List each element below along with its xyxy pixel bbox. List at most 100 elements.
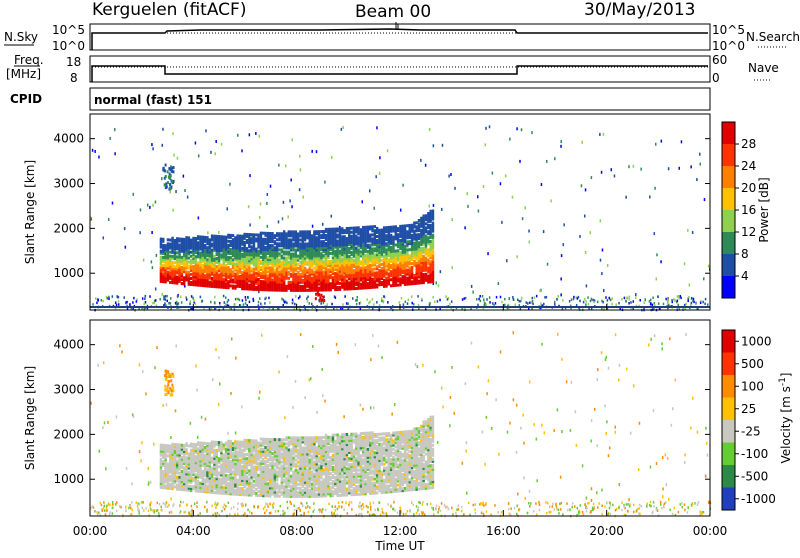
echo-point [464, 226, 466, 229]
echo-point [175, 190, 177, 193]
echo-cell [178, 443, 180, 446]
echo-cell [162, 444, 164, 447]
echo-point [299, 155, 301, 158]
echo-point [461, 506, 463, 509]
echo-cell [429, 260, 431, 263]
echo-point [287, 507, 289, 510]
echo-cell [418, 223, 420, 226]
noise-right-tick-bottom: 10^0 [712, 39, 745, 53]
echo-point [656, 253, 658, 256]
echo-cell [181, 470, 183, 473]
echo-cell [323, 240, 325, 243]
echo-point [606, 420, 608, 423]
echo-point [483, 185, 485, 188]
echo-point [119, 344, 121, 347]
echo-cell [399, 277, 401, 280]
echo-point [308, 511, 310, 514]
echo-point [394, 403, 396, 406]
echo-point [283, 201, 285, 204]
echo-point [534, 296, 536, 299]
echo-point [610, 299, 612, 302]
echo-cell [395, 250, 397, 253]
echo-point [462, 462, 464, 465]
echo-point [405, 301, 407, 304]
echo-point [103, 236, 105, 239]
echo-cell [167, 170, 169, 173]
echo-point [468, 502, 470, 505]
echo-point [684, 509, 686, 512]
echo-point [177, 157, 179, 160]
echo-cell [292, 242, 294, 245]
echo-cell [183, 466, 185, 469]
echo-point [142, 297, 144, 300]
echo-point [346, 302, 348, 305]
echo-point [145, 295, 147, 298]
echo-cell [406, 277, 408, 280]
echo-point [514, 507, 516, 510]
echo-cell [302, 230, 304, 233]
echo-point [383, 512, 385, 515]
echo-point [121, 350, 123, 353]
echo-cell [204, 274, 206, 277]
echo-point [140, 459, 142, 462]
echo-point [175, 344, 177, 347]
echo-point [601, 171, 603, 174]
echo-cell [164, 244, 166, 247]
echo-cell [232, 234, 234, 237]
echo-cell [176, 443, 178, 446]
echo-point [311, 150, 313, 153]
freq-trace [92, 66, 708, 82]
echo-cell [185, 442, 187, 445]
echo-point [708, 502, 710, 505]
echo-point [516, 451, 518, 454]
echo-point [473, 504, 475, 507]
echo-point [184, 189, 186, 192]
echo-cell [364, 254, 366, 257]
echo-point [680, 297, 682, 300]
freq-label: Freq. [14, 53, 44, 67]
echo-point [492, 172, 494, 175]
echo-point [446, 505, 448, 508]
echo-cell [264, 246, 266, 249]
echo-point [229, 183, 231, 186]
echo-point [593, 301, 595, 304]
echo-point [200, 296, 202, 299]
echo-point [671, 424, 673, 427]
echo-point [500, 350, 502, 353]
echo-point [205, 129, 207, 132]
echo-point [431, 507, 433, 510]
colorbar-swatch [722, 210, 735, 232]
echo-point [486, 510, 488, 513]
echo-point [465, 450, 467, 453]
echo-point [591, 487, 593, 490]
echo-point [106, 296, 108, 299]
echo-point [367, 298, 369, 301]
echo-point [348, 504, 350, 507]
echo-point [579, 235, 581, 238]
echo-cell [167, 454, 169, 457]
echo-cell [357, 248, 359, 251]
echo-point [445, 506, 447, 509]
echo-point [104, 509, 106, 512]
cpid-value: normal (fast) 151 [94, 93, 212, 107]
echo-point [540, 302, 542, 305]
echo-point [136, 300, 138, 303]
echo-cell [390, 278, 392, 281]
echo-point [234, 513, 236, 516]
echo-point [235, 431, 237, 434]
echo-point [605, 296, 607, 299]
echo-point [560, 140, 562, 143]
echo-cell [274, 240, 276, 243]
echo-point [356, 303, 358, 306]
echo-point [684, 503, 686, 506]
echo-point [521, 128, 523, 131]
echo-point [172, 132, 174, 135]
echo-cell [362, 226, 364, 229]
echo-point [681, 502, 683, 505]
echo-point [259, 216, 261, 219]
echo-point [157, 509, 159, 512]
echo-point [416, 512, 418, 515]
echo-point [654, 334, 656, 337]
echo-point [556, 298, 558, 301]
